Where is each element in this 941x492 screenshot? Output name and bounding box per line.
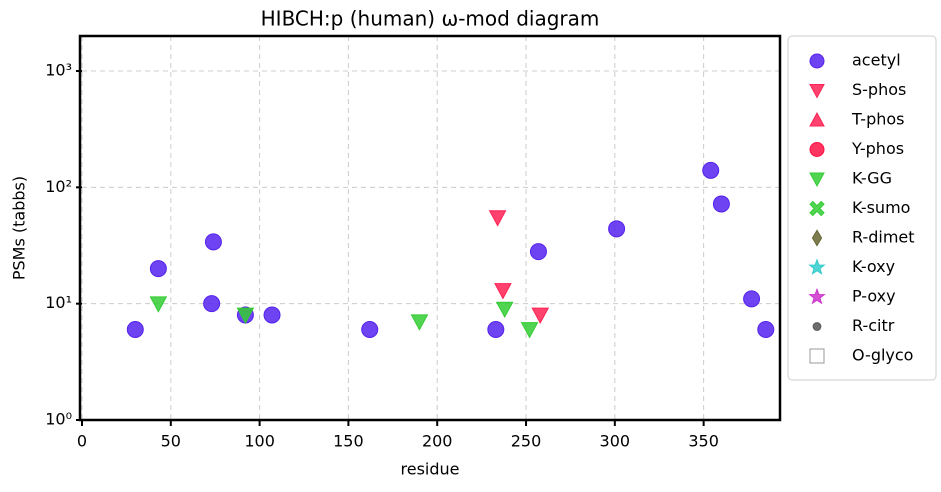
legend-label: K-oxy (852, 257, 895, 276)
marker (608, 220, 626, 238)
marker (808, 287, 826, 305)
legend-label: K-GG (852, 169, 892, 188)
plot-frame (78, 34, 782, 422)
marker (149, 260, 167, 278)
marker (410, 314, 429, 331)
x-tick-label: 350 (688, 432, 719, 451)
marker (488, 210, 507, 227)
marker (520, 322, 539, 339)
y-tick-label: 10¹ (45, 293, 72, 312)
y-tick-label: 10⁰ (45, 410, 72, 429)
legend-label: R-dimet (852, 228, 915, 247)
marker (236, 307, 255, 324)
marker (494, 283, 512, 300)
marker (361, 320, 379, 338)
marker (204, 233, 222, 251)
marker (263, 306, 281, 324)
marker (809, 84, 825, 99)
marker (812, 322, 822, 331)
legend-label: S-phos (852, 80, 906, 99)
marker (757, 320, 775, 338)
y-axis-label: PSMs (tabbs) (10, 176, 29, 280)
legend-label: P-oxy (852, 287, 896, 306)
chart-title: HIBCH:p (human) ω-mod diagram (261, 7, 600, 31)
marker (149, 296, 168, 313)
x-axis-label: residue (401, 460, 460, 479)
x-tick-label: 0 (77, 432, 87, 451)
x-tick-label: 100 (244, 432, 275, 451)
legend-label: O-glyco (852, 346, 913, 365)
marker (809, 200, 825, 217)
legend-label: R-citr (852, 316, 895, 335)
marker (203, 295, 221, 313)
marker (712, 195, 730, 213)
y-tick-label: 10² (45, 177, 72, 196)
marker (743, 290, 761, 308)
marker (808, 258, 826, 275)
marker (529, 243, 547, 261)
marker (495, 301, 514, 319)
marker (126, 320, 144, 338)
legend-label: T-phos (851, 110, 905, 129)
marker (809, 53, 825, 69)
legend-label: Y-phos (851, 139, 904, 158)
marker (809, 172, 825, 188)
marker (809, 142, 825, 157)
marker (487, 320, 505, 338)
y-tick-label: 10³ (45, 61, 72, 80)
x-tick-label: 200 (422, 432, 453, 451)
x-tick-label: 150 (333, 432, 364, 451)
x-tick-label: 50 (161, 432, 181, 451)
marker (809, 348, 825, 364)
legend-label: K-sumo (852, 198, 910, 217)
x-tick-label: 250 (511, 432, 542, 451)
marker (811, 229, 823, 247)
x-tick-label: 300 (600, 432, 631, 451)
marker (531, 307, 550, 324)
marker (809, 111, 825, 127)
marker (702, 161, 720, 179)
legend-box (787, 35, 937, 381)
legend-label: acetyl (852, 51, 901, 70)
